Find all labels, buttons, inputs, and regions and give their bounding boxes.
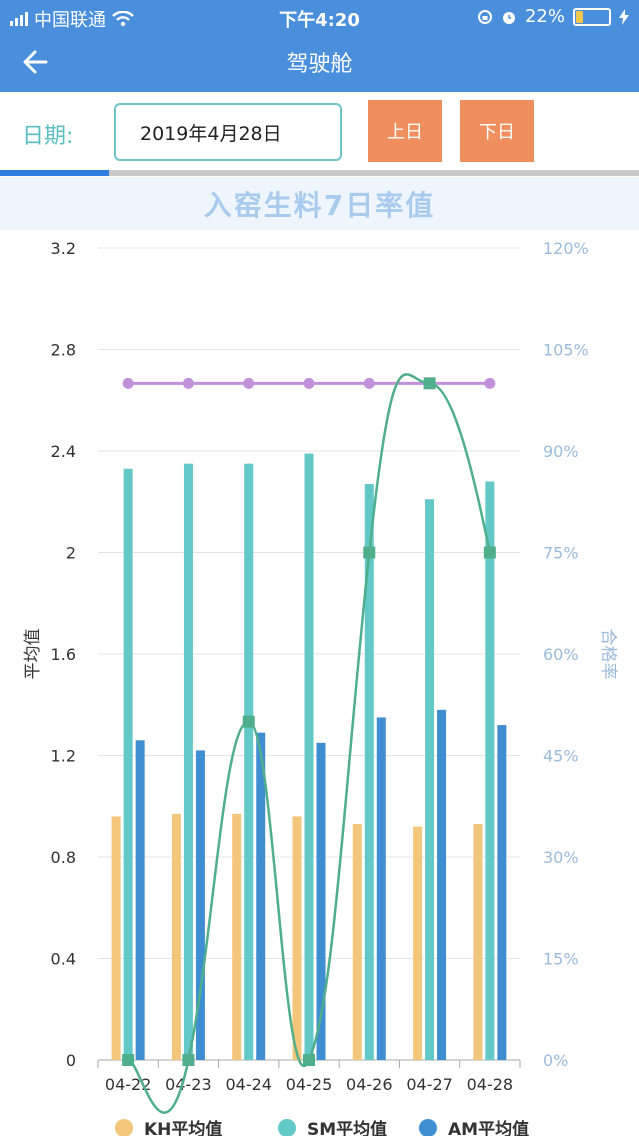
y-tick-label: 2 — [66, 544, 76, 563]
date-label: 日期: — [22, 124, 74, 149]
am-bar — [135, 740, 145, 1060]
y-tick-label: 2.8 — [51, 341, 76, 360]
target-rate-point — [243, 377, 255, 389]
chart-title: 入窑生料7日率值 — [0, 177, 639, 230]
target-rate-point — [303, 377, 315, 389]
pass-rate-point — [423, 377, 436, 390]
pass-rate-point — [122, 1054, 135, 1066]
target-rate-point — [122, 377, 134, 389]
pass-rate-point — [363, 546, 376, 559]
battery-icon — [573, 7, 611, 26]
x-tick-label: 04-28 — [467, 1075, 514, 1094]
am-bar — [316, 742, 326, 1060]
legend-label: SM平均值 — [307, 1119, 387, 1136]
pass-rate-point — [242, 715, 255, 728]
y-tick-label: 1.2 — [51, 747, 76, 766]
next-day-button[interactable]: 下日 — [460, 100, 534, 162]
x-tick-label: 04-25 — [286, 1075, 333, 1094]
status-right: 22% — [477, 6, 629, 27]
legend-marker — [419, 1119, 437, 1136]
legend-label: KH平均值 — [144, 1119, 222, 1136]
kh-bar — [352, 824, 362, 1060]
rotation-lock-icon — [477, 9, 492, 24]
kh-bar — [292, 816, 302, 1060]
y-right-tick-label: 0% — [543, 1051, 568, 1070]
kh-bar — [111, 816, 121, 1060]
kh-bar — [232, 813, 242, 1060]
pass-rate-point — [483, 546, 496, 559]
kh-bar — [413, 826, 423, 1060]
legend-label: AM平均值 — [448, 1119, 529, 1136]
sm-bar — [304, 453, 314, 1061]
y-axis-label: 平均值 — [23, 629, 43, 680]
charging-icon — [619, 8, 629, 25]
x-tick-label: 04-24 — [225, 1075, 272, 1094]
carrier-name: 中国联通 — [34, 10, 106, 31]
progress-bar — [0, 170, 639, 176]
progress-fill — [0, 170, 109, 176]
signal-icon — [10, 12, 28, 26]
x-tick-label: 04-27 — [406, 1075, 453, 1094]
y-right-tick-label: 120% — [543, 239, 589, 258]
x-tick-label: 04-23 — [165, 1075, 212, 1094]
sm-bar — [183, 463, 193, 1060]
am-bar — [195, 750, 205, 1060]
sm-bar — [425, 499, 435, 1060]
arrow-left-icon[interactable] — [18, 44, 54, 80]
status-bar: 中国联通 下午4:20 22% — [0, 0, 639, 34]
y-tick-label: 3.2 — [51, 239, 76, 258]
y-right-tick-label: 60% — [543, 645, 579, 664]
y-tick-label: 0.8 — [51, 848, 76, 867]
carrier-info: 中国联通 — [10, 6, 134, 32]
status-time: 下午4:20 — [279, 10, 360, 31]
legend-marker — [278, 1119, 296, 1136]
sm-bar — [485, 481, 495, 1060]
alarm-icon — [502, 11, 515, 24]
y-right-tick-label: 105% — [543, 341, 589, 360]
y-tick-label: 2.4 — [51, 442, 76, 461]
wifi-icon — [112, 11, 134, 27]
target-rate-point — [182, 377, 194, 389]
kh-bar — [473, 824, 483, 1060]
y-right-tick-label: 15% — [543, 950, 579, 969]
battery-percent: 22% — [524, 6, 565, 27]
pass-rate-point — [182, 1054, 195, 1066]
sm-bar — [244, 463, 254, 1060]
am-bar — [256, 732, 266, 1060]
rate-chart: 0 0% 0.4 15% 0.8 30% 1.2 45% 1.6 60% 2 75% 2.4 90% 2.8… — [23, 239, 618, 1136]
y-tick-label: 0 — [66, 1051, 76, 1070]
kh-bar — [171, 813, 181, 1060]
target-rate-point — [363, 377, 375, 389]
y-right-tick-label: 90% — [543, 442, 579, 461]
am-bar — [497, 725, 507, 1060]
y-tick-label: 0.4 — [51, 950, 76, 969]
date-bar: 日期: 2019年4月28日 上日 下日 — [0, 92, 639, 170]
target-rate-point — [484, 377, 496, 389]
legend-marker — [115, 1119, 133, 1136]
y-right-tick-label: 45% — [543, 747, 579, 766]
y-tick-label: 1.6 — [51, 645, 76, 664]
y-right-tick-label: 30% — [543, 848, 579, 867]
sm-bar — [123, 468, 133, 1060]
date-field[interactable]: 2019年4月28日 — [114, 103, 342, 161]
prev-day-button[interactable]: 上日 — [368, 100, 442, 162]
pass-rate-point — [303, 1054, 315, 1066]
am-bar — [376, 717, 386, 1060]
sm-bar — [364, 483, 374, 1060]
x-tick-label: 04-22 — [105, 1075, 152, 1094]
page-title: 驾驶舱 — [286, 52, 353, 77]
nav-bar: 驾驶舱 — [0, 34, 639, 92]
y-right-tick-label: 75% — [543, 544, 579, 563]
am-bar — [437, 709, 447, 1060]
y-right-axis-label: 合格率 — [598, 629, 618, 680]
x-tick-label: 04-26 — [346, 1075, 393, 1094]
